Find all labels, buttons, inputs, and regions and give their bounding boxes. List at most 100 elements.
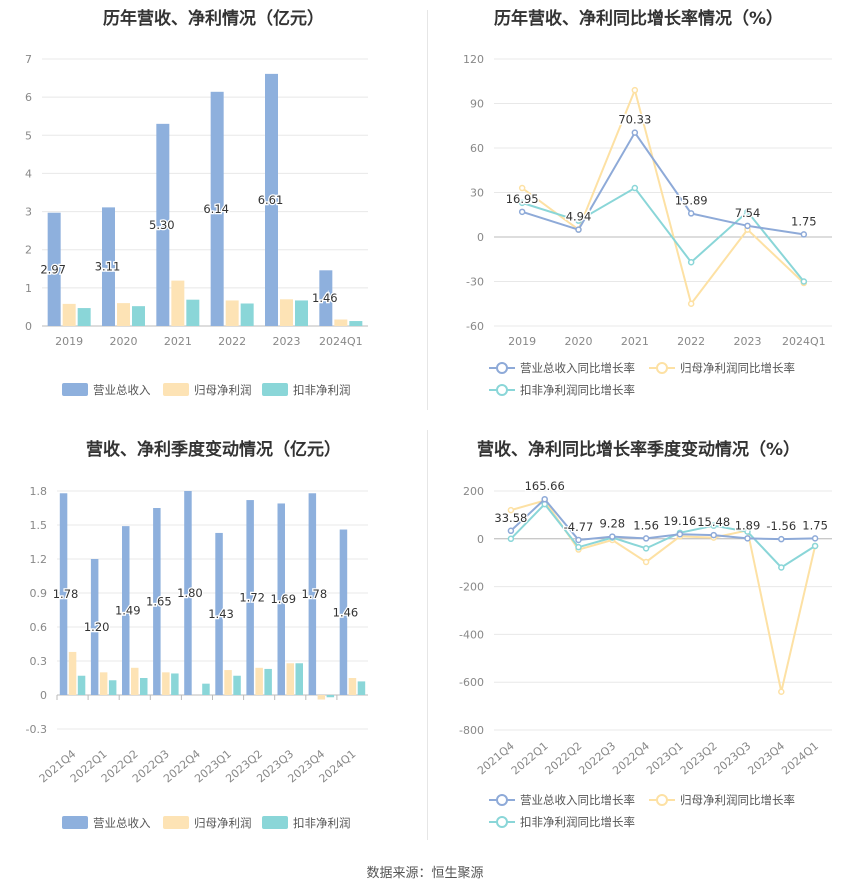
y-tick-label: 6 [25,91,32,104]
x-tick-label: 2022Q3 [576,739,618,777]
data-label: 1.43 [208,607,234,621]
x-tick-label: 2024Q1 [779,739,821,777]
data-point [507,506,515,514]
x-tick-label: 2023 [273,335,301,348]
data-point [518,199,526,207]
y-tick-label: 60 [470,142,484,155]
legend-label: 归母净利润 [194,816,252,830]
data-label: 1.78 [53,587,79,601]
chart-title: 营收、净利季度变动情况（亿元） [86,440,341,460]
x-tick-label: 2023Q4 [745,739,787,777]
data-point [507,535,515,543]
bar [184,491,192,695]
data-label: 4.94 [566,210,592,224]
data-label: 1.72 [239,591,265,605]
bar [210,91,224,326]
data-label: 15.89 [675,193,708,207]
bar [132,306,145,326]
legend-label: 扣非净利润同比增长率 [520,815,635,829]
data-label: 165.66 [525,479,565,493]
data-label: 16.95 [506,192,539,206]
bar [108,680,117,695]
y-tick-label: 1 [25,282,32,295]
x-tick-label: 2019 [508,335,536,348]
data-label: 1.20 [84,620,110,634]
y-tick-label: 1.5 [30,519,48,532]
bar [102,207,115,326]
bar [122,526,130,695]
bar [265,73,278,326]
legend-label: 营业总收入 [93,383,151,397]
bar [295,300,308,326]
data-label: 2.97 [40,262,66,276]
bar [156,123,170,326]
data-label: 1.80 [177,586,203,600]
bar [90,559,99,695]
data-point [811,535,819,542]
bar [319,270,333,326]
bar [77,675,86,695]
y-tick-label: 3 [25,206,32,219]
data-source: 数据来源：恒生聚源 [366,866,484,881]
data-label: 1.75 [802,518,828,532]
bar [224,670,232,695]
data-point [710,522,717,529]
y-tick-label: -600 [459,676,484,689]
legend-label: 归母净利润同比增长率 [680,361,795,375]
x-tick-label: 2024Q1 [782,335,826,348]
x-tick-label: 2023 [734,335,762,348]
legend-swatch [62,816,88,829]
bar [171,280,185,326]
bar [280,299,293,326]
series-line [510,497,816,541]
x-tick-label: 2021Q4 [475,739,517,777]
y-tick-label: -400 [459,628,484,641]
data-label: 3.11 [95,260,121,274]
data-label: 1.65 [146,595,172,609]
legend-label: 归母净利润 [194,383,252,397]
y-tick-label: 200 [463,485,484,498]
data-point [744,528,751,535]
legend-marker [656,362,668,374]
bar [140,678,148,695]
x-tick-label: 2022 [677,335,705,348]
data-point [575,543,582,551]
legend-marker [496,794,508,806]
bar [286,663,294,695]
legend-marker [496,362,508,374]
data-label: 33.58 [494,511,527,525]
data-point [687,210,695,217]
bar [308,493,317,695]
data-point [811,542,819,550]
x-tick-label: 2023Q2 [678,739,720,777]
vertical-divider-bottom [427,430,428,840]
y-tick-label: 4 [25,167,32,180]
data-point [631,184,639,192]
data-point [575,536,582,544]
bar [77,308,91,326]
x-tick-label: 2020 [110,335,138,348]
y-tick-label: 0.6 [30,621,48,634]
data-label: 1.46 [312,291,338,305]
data-label: 6.61 [258,193,284,207]
x-tick-label: 2022 [218,335,246,348]
bar [317,695,326,700]
bar [186,299,200,326]
bar [277,503,285,695]
chart-title: 历年营收、净利同比增长率情况（%） [493,9,784,29]
x-tick-label: 2023Q3 [712,739,754,777]
data-label: 9.28 [599,517,625,531]
bar [117,303,130,326]
bar [339,529,348,695]
x-tick-label: 2023Q1 [644,739,686,777]
bar [246,500,254,695]
data-point [642,545,650,552]
bar [131,667,139,695]
bar [326,695,335,698]
data-label: 70.33 [618,113,651,127]
y-tick-label: 0.9 [30,587,48,600]
legend-label: 营业总收入同比增长率 [520,793,635,807]
legend-swatch [262,816,288,829]
quarterly-bar-chart: -0.300.30.60.91.21.51.82021Q42022Q12022Q… [26,485,368,830]
legend-label: 扣非净利润 [293,383,351,397]
